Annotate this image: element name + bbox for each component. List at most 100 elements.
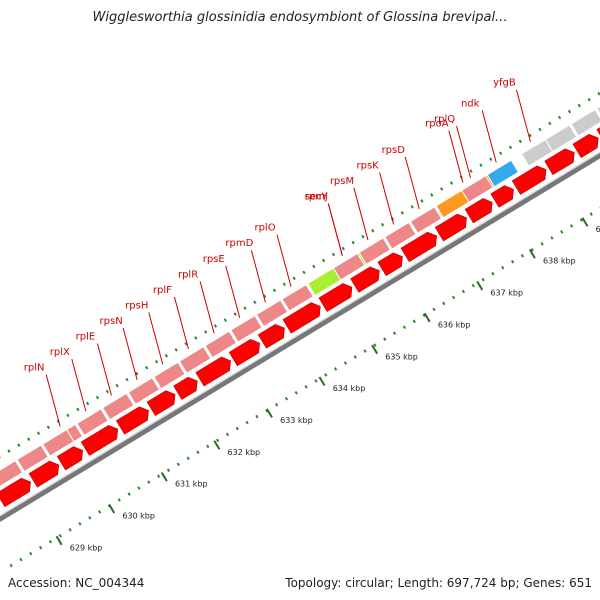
tick [331,252,336,257]
leader-yfgB [515,89,531,142]
major-tick [528,249,536,259]
tick [587,97,591,102]
kbp-label: 633 kbp [280,416,313,425]
label-leaders [45,89,531,427]
tick [115,383,119,388]
tick [46,425,50,430]
tick [510,259,515,264]
tick [235,426,239,431]
tick [166,468,171,473]
tick [322,258,326,263]
tick [294,390,298,395]
tick [19,557,23,562]
tick [223,318,227,322]
tick [373,343,377,347]
gene-label-rplR: rplR [178,269,198,280]
tick [440,187,444,191]
forward-cds-rplR [204,330,238,359]
forward-cds-rpmJ [332,252,366,281]
tick [206,444,210,449]
tick [156,474,161,478]
tick [383,337,387,341]
tick [117,498,121,502]
leader-rplX [71,358,87,412]
major-tick [265,408,273,418]
leader-rpsH [148,312,164,365]
tick [341,246,345,251]
forward-cds [0,460,24,487]
tick [38,545,43,550]
tick [312,264,316,269]
tick [58,533,62,538]
tick [105,389,109,394]
kbp-label: 634 kbp [333,384,366,393]
gene-label-rplO: rplO [254,223,275,234]
forward-strand-track [0,105,600,487]
kbp-label: 635 kbp [385,352,418,361]
gene-label-yfgB: yfgB [493,78,516,89]
tick [125,377,129,382]
reverse-cds [282,302,321,334]
reverse-cds [572,133,599,159]
tick [154,359,159,364]
tick [66,413,70,418]
reverse-strand-track [0,127,600,508]
tick [147,480,151,484]
tick [204,330,208,334]
leader-ndk [481,110,497,163]
tick [567,109,572,114]
reverse-cds [464,198,493,224]
tick [274,402,279,407]
tick [95,395,100,400]
tick [164,353,168,358]
tick [127,492,131,496]
tick [184,342,188,346]
forward-cds-rpsM [358,237,391,266]
kbp-label: 639 kbp [596,225,600,234]
kbp-label: 631 kbp [175,480,208,489]
tick [76,407,80,412]
tick [589,212,593,216]
kbp-label: 629 kbp [70,543,103,552]
backbone-highlight [0,151,600,517]
tick [420,199,424,203]
forward-cds-rplF [178,346,212,374]
genome-summary: Topology: circular; Length: 697,724 bp; … [285,576,592,590]
tick [557,115,562,120]
leader-rplF [173,296,189,349]
reverse-cds [511,165,547,195]
tick [304,385,308,389]
forward-cds-rpsD [409,206,443,234]
tick [402,325,407,330]
tick [520,253,525,258]
gene-label-rpsD: rpsD [382,145,406,156]
tick [68,527,72,532]
tick [88,516,92,520]
leader-rplO [276,234,292,287]
reverse-cds [0,477,31,508]
gene-label-rplX: rplX [50,347,70,358]
gene-label-secY: secY [305,192,329,203]
gene-label-rpmD: rpmD [225,238,253,249]
tick [243,306,247,310]
tick [78,522,82,526]
map-title: Wigglesworthia glossinidia endosymbiont … [92,10,508,25]
gene-label-rpoA: rpoA [425,119,449,130]
ruler-ticks-outer [9,207,600,568]
forward-cds-ndk [486,159,520,188]
backbone-track [0,151,600,523]
major-tick [371,344,379,355]
reverse-cds [115,406,149,435]
tick [498,151,503,156]
major-tick [423,312,431,323]
kbp-label: 630 kbp [122,512,155,521]
reverse-cds [228,339,260,367]
tick [569,224,574,228]
reverse-cds [56,446,83,471]
tick [451,295,456,300]
tick [333,367,338,371]
leader-rpsD [404,156,420,210]
tick [343,361,348,365]
tick [432,307,436,312]
tick [36,431,41,436]
